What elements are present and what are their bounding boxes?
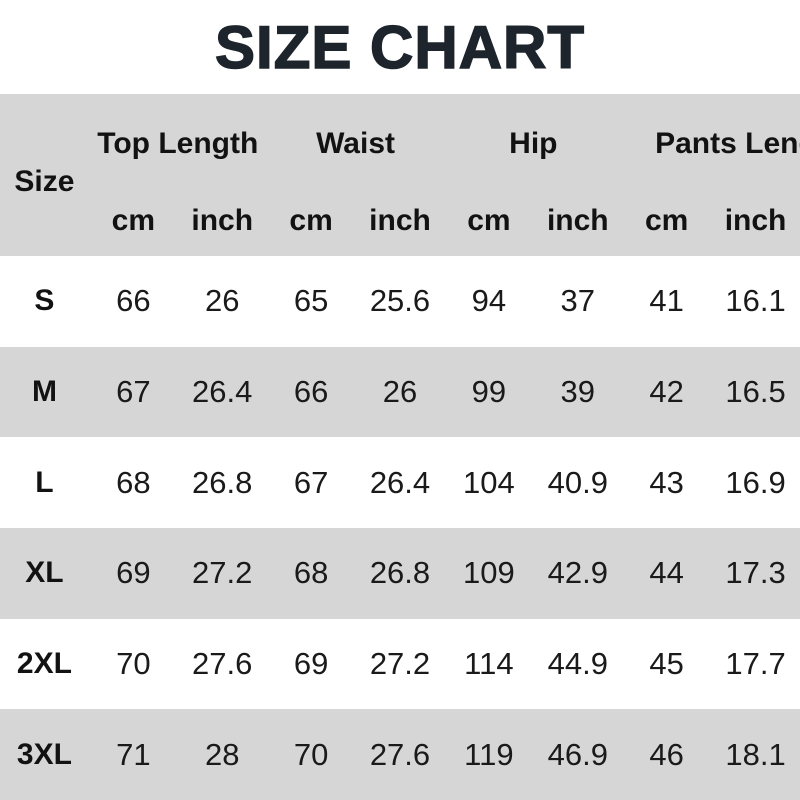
value-cell: 119 [464, 736, 514, 772]
unit-header-top-length-inch: inch [191, 204, 254, 237]
value-cell: 66 [293, 374, 329, 409]
value-cell: 70 [116, 646, 151, 682]
table-row-xl: XL 69 27.2 68 26.8 109 42.9 44 17.3 [0, 528, 800, 619]
value-cell: 26.8 [369, 555, 431, 591]
value-cell: 46 [649, 736, 684, 772]
table-row-3xl: 3XL 71 28 70 27.6 119 46.9 46 18.1 [0, 709, 800, 800]
value-cell: 39 [560, 374, 596, 409]
unit-header-pants-cm: cm [644, 204, 689, 237]
value-cell: 44.9 [547, 646, 608, 682]
value-cell: 70 [293, 736, 329, 772]
value-cell: 18.1 [725, 736, 786, 772]
size-label: L [35, 465, 54, 499]
unit-header-top-length-cm: cm [111, 204, 155, 237]
value-cell: 27.2 [192, 555, 253, 591]
value-cell: 109 [463, 555, 515, 591]
value-cell: 16.1 [725, 283, 786, 319]
size-label: XL [25, 556, 64, 590]
column-header-size: Size [14, 165, 75, 198]
value-cell: 17.7 [725, 646, 786, 682]
value-cell: 27.2 [369, 646, 431, 682]
value-cell: 94 [471, 283, 507, 319]
column-group-hip: Hip [509, 127, 558, 161]
value-cell: 41 [649, 283, 684, 319]
value-cell: 28 [204, 736, 240, 772]
page-title: SIZE CHART [214, 13, 585, 82]
unit-header-waist-inch: inch [369, 204, 431, 237]
value-cell: 71 [116, 736, 151, 772]
size-label: 3XL [16, 737, 72, 771]
value-cell: 26.4 [369, 464, 431, 500]
table-row-m: M 67 26.4 66 26 99 39 42 16.5 [0, 346, 800, 438]
value-cell: 104 [463, 464, 515, 500]
value-cell: 99 [471, 374, 507, 409]
size-label: S [34, 284, 55, 318]
value-cell: 42.9 [547, 555, 608, 591]
table-row-l: L 68 26.8 67 26.4 104 40.9 43 16.9 [0, 437, 800, 529]
table-header: Size Top Length Waist Hip Pants Length c… [0, 94, 800, 256]
column-group-top-length: Top Length [97, 127, 259, 161]
size-label: 2XL [16, 647, 72, 681]
value-cell: 25.6 [369, 283, 431, 319]
value-cell: 46.9 [547, 736, 608, 772]
value-cell: 69 [116, 555, 151, 591]
value-cell: 27.6 [192, 646, 253, 682]
title-bar: SIZE CHART [0, 0, 800, 94]
value-cell: 114 [464, 646, 514, 682]
value-cell: 69 [293, 646, 329, 682]
value-cell: 26 [204, 283, 240, 319]
column-group-waist: Waist [316, 127, 395, 161]
value-cell: 40.9 [547, 464, 608, 500]
table-row-2xl: 2XL 70 27.6 69 27.2 114 44.9 45 17.7 [0, 618, 800, 710]
value-cell: 44 [649, 555, 684, 591]
value-cell: 17.3 [725, 555, 786, 591]
value-cell: 27.6 [369, 736, 431, 772]
value-cell: 65 [293, 283, 329, 319]
value-cell: 42 [649, 374, 684, 409]
value-cell: 16.5 [725, 374, 786, 409]
unit-header-pants-inch: inch [724, 204, 787, 237]
value-cell: 43 [649, 464, 684, 500]
value-cell: 26.4 [192, 374, 253, 409]
size-label: M [31, 375, 57, 408]
value-cell: 68 [293, 555, 329, 591]
table-row-s: S 66 26 65 25.6 94 37 41 16.1 [0, 256, 800, 347]
unit-header-hip-cm: cm [467, 204, 511, 237]
value-cell: 67 [116, 374, 151, 409]
column-group-pants-length-label: Pants Length [655, 127, 800, 161]
column-group-pants-length: Pants Length [622, 94, 800, 194]
value-cell: 26.8 [192, 464, 253, 500]
value-cell: 67 [293, 464, 329, 500]
unit-header-waist-cm: cm [289, 204, 333, 237]
value-cell: 26 [382, 374, 418, 409]
table-body: S 66 26 65 25.6 94 37 41 16.1 M 67 26.4 … [0, 256, 800, 800]
value-cell: 68 [116, 464, 151, 500]
value-cell: 66 [116, 283, 151, 319]
value-cell: 45 [649, 646, 684, 682]
value-cell: 16.9 [725, 464, 786, 500]
value-cell: 37 [560, 283, 596, 319]
unit-header-hip-inch: inch [546, 204, 609, 237]
